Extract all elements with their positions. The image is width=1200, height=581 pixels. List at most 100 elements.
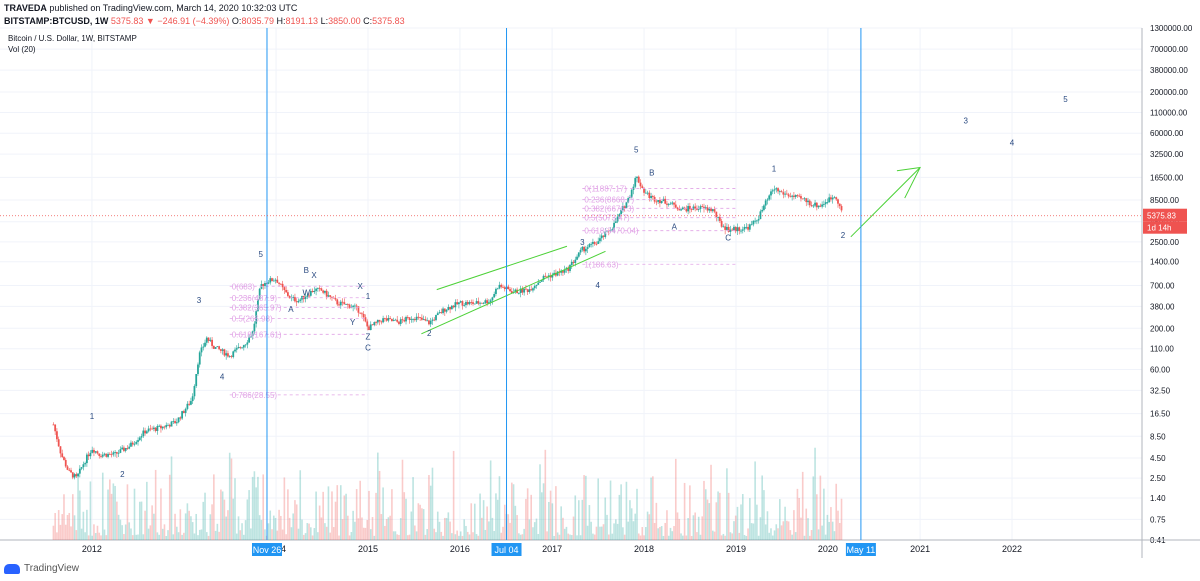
y-tick-label: 200000.00: [1150, 88, 1188, 97]
y-tick-label: 8.50: [1150, 432, 1166, 441]
volume-bar: [570, 535, 573, 540]
candle-body: [295, 301, 298, 303]
volume-bar: [272, 515, 275, 540]
candle-body: [486, 300, 489, 304]
fib-level-label: 0.786(28.55): [232, 391, 278, 400]
candle-body: [177, 417, 180, 423]
volume-bar: [292, 513, 294, 540]
candle-body: [597, 241, 600, 244]
fib-level-label: 0.5(5073.47): [584, 214, 630, 223]
candle-body: [592, 241, 594, 244]
volume-bar: [512, 484, 515, 540]
candle-body: [489, 300, 492, 303]
volume-bar: [209, 514, 212, 540]
candle-body: [294, 297, 296, 302]
volume-bar: [835, 483, 838, 540]
candle-body: [493, 293, 496, 298]
candle-body: [133, 443, 136, 445]
volume-bar: [743, 534, 746, 540]
candle-body: [369, 324, 372, 331]
volume-bar: [71, 494, 74, 540]
y-tick-label: 700.00: [1150, 281, 1175, 290]
volume-bar: [840, 498, 843, 540]
volume-bar: [354, 521, 356, 540]
y-tick-label: 60000.00: [1150, 129, 1184, 138]
volume-bar: [486, 506, 488, 540]
candle-body: [56, 431, 58, 440]
y-tick-label: 16.50: [1150, 410, 1171, 419]
volume-bar: [246, 499, 249, 540]
volume-bar: [278, 509, 280, 540]
candle-body: [195, 374, 198, 387]
volume-bar: [133, 488, 136, 540]
volume-bar: [634, 513, 637, 540]
wave-label: 3: [197, 296, 202, 305]
candle-body: [630, 189, 633, 198]
candle-body: [313, 290, 316, 293]
x-tick-label: 2021: [910, 544, 930, 554]
volume-bar: [403, 492, 406, 540]
volume-bar: [782, 521, 785, 540]
last-price-badge: [1143, 208, 1187, 222]
volume-bar: [470, 503, 473, 540]
volume-bar: [121, 525, 123, 540]
wave-label: 2: [427, 329, 432, 338]
candle-body: [542, 275, 545, 280]
volume-bar: [794, 532, 797, 540]
candle-body: [66, 466, 69, 470]
volume-bar: [625, 481, 628, 540]
volume-bar: [738, 532, 741, 540]
wave-label: Y: [350, 318, 356, 327]
volume-bar: [837, 510, 839, 540]
y-tick-label: 0.75: [1150, 515, 1166, 524]
volume-bar: [773, 530, 776, 540]
volume-bar: [466, 531, 469, 540]
volume-bar: [191, 522, 194, 540]
candle-body: [639, 182, 642, 187]
volume-bar: [807, 518, 809, 540]
candle-body: [514, 289, 517, 293]
candle-body: [376, 319, 379, 323]
candle-body: [315, 288, 318, 291]
candle-body: [539, 281, 541, 283]
volume-bar: [205, 532, 208, 540]
candle-body: [285, 290, 288, 293]
candle-body: [130, 442, 132, 447]
volume-bar: [160, 488, 162, 540]
volume-bar: [294, 500, 296, 540]
candle-body: [713, 209, 716, 212]
candle-body: [246, 342, 249, 345]
candle-body: [694, 206, 697, 209]
candle-body: [764, 200, 767, 206]
candle-body: [353, 305, 356, 307]
candle-body: [449, 307, 452, 310]
candle-body: [96, 451, 99, 454]
candle-body: [833, 197, 836, 199]
volume-bar: [220, 489, 222, 540]
candle-body: [618, 214, 621, 217]
volume-bar: [269, 510, 272, 540]
volume-bar: [211, 504, 213, 540]
volume-bar: [648, 514, 651, 540]
wave-label: X: [311, 271, 317, 280]
volume-bar: [93, 524, 95, 540]
x-tick-label: 2019: [726, 544, 746, 554]
volume-bar: [375, 492, 377, 540]
candle-body: [131, 442, 134, 445]
x-tick-label: 2012: [82, 544, 102, 554]
candle-body: [235, 348, 238, 350]
volume-bar: [137, 534, 139, 540]
volume-bar: [699, 534, 702, 540]
candle-body: [114, 452, 117, 453]
candle-body: [726, 226, 728, 230]
candle-body: [435, 315, 437, 321]
candle-body: [149, 428, 152, 430]
candle-body: [221, 349, 224, 351]
candle-body: [484, 300, 487, 304]
volume-bar: [100, 535, 102, 540]
candle-body: [426, 320, 429, 322]
candle-body: [828, 197, 831, 203]
y-tick-label: 1400.00: [1150, 258, 1179, 267]
fib-level-label: 0.382(6676.3): [584, 204, 634, 213]
